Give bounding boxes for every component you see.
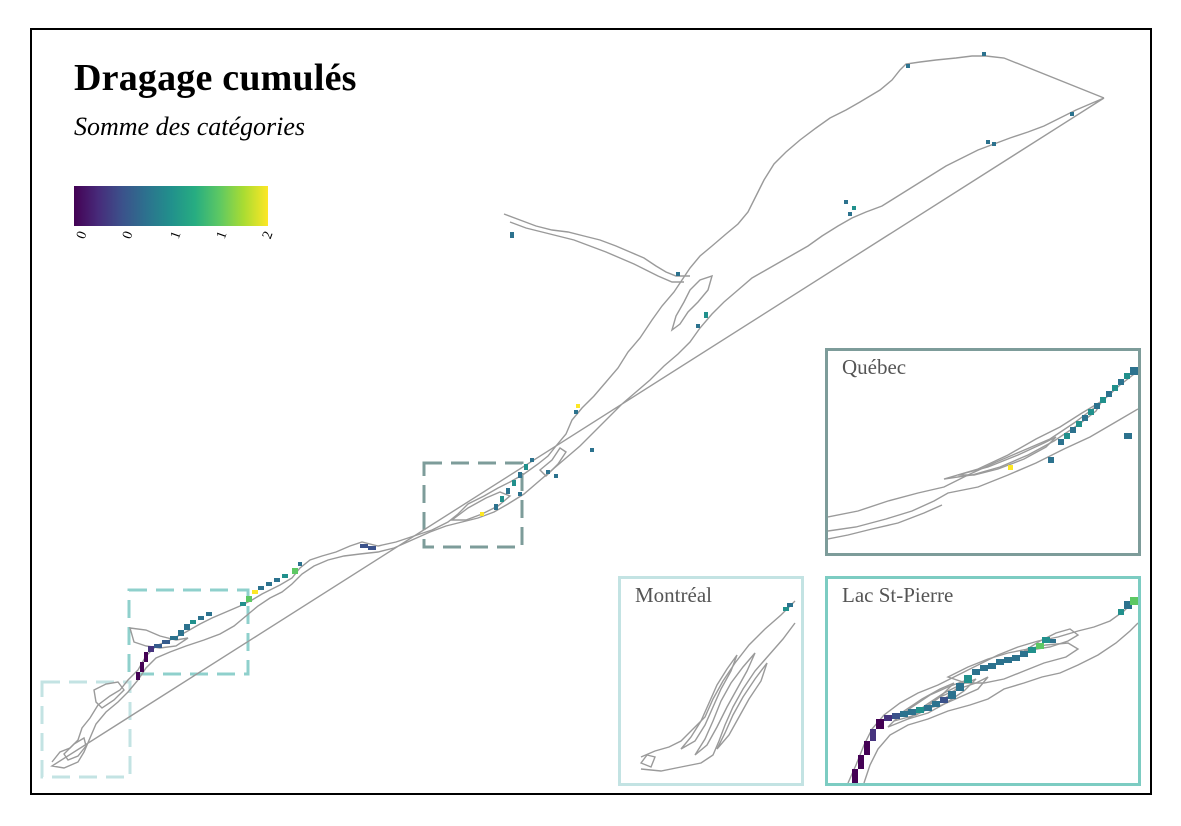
inset-quebec: Québec — [825, 348, 1141, 556]
inset-quebec-label: Québec — [842, 355, 907, 379]
inset-montreal: Montréal — [618, 576, 804, 786]
map-title: Dragage cumulés — [74, 57, 357, 99]
dredging-cells — [136, 52, 1074, 680]
inset-quebec-map — [828, 367, 1138, 540]
legend-color-bar — [74, 186, 268, 226]
legend-tick: 1 — [214, 229, 231, 242]
legend-tick: 1 — [168, 229, 185, 242]
legend-ticks: 0 0 1 1 2 — [74, 226, 276, 256]
color-legend: 0 0 1 1 2 — [74, 186, 276, 256]
legend-tick: 0 — [74, 229, 91, 242]
inset-lac-st-pierre-label: Lac St-Pierre — [842, 583, 954, 607]
inset-montreal-map — [639, 600, 796, 772]
extent-box-lac-st-pierre — [127, 588, 250, 676]
legend-tick: 0 — [120, 229, 137, 242]
inset-lac-st-pierre-map — [847, 597, 1138, 783]
map-subtitle: Somme des catégories — [74, 112, 306, 141]
inset-lac-st-pierre: Lac St-Pierre — [825, 576, 1141, 786]
extent-box-quebec — [422, 461, 524, 549]
extent-box-montreal — [40, 680, 132, 779]
inset-montreal-label: Montréal — [635, 583, 712, 607]
